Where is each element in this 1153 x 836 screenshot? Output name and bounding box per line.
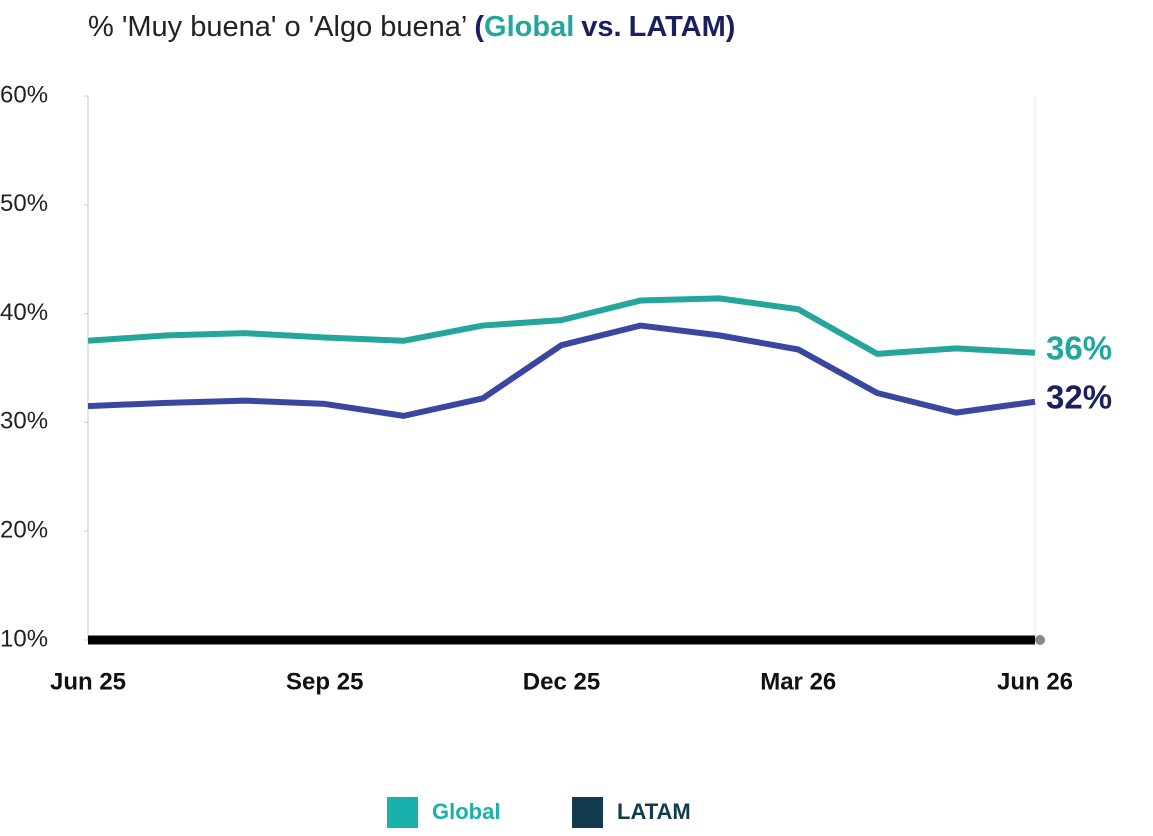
x-tick-label: Jun 25 <box>50 668 126 695</box>
legend-swatch <box>387 797 418 828</box>
title-part: ( <box>474 11 484 43</box>
title-part: LATAM <box>629 11 726 43</box>
title-part: % 'Muy buena' o 'Algo buena’ <box>88 11 467 43</box>
end-label: 36% <box>1046 329 1112 366</box>
axis-end-dot <box>1035 635 1045 645</box>
end-label: 32% <box>1046 378 1112 415</box>
y-tick-label: 30% <box>0 408 48 435</box>
y-tick-label: 50% <box>0 190 48 217</box>
title-part: ) <box>726 11 736 43</box>
series-line <box>87 322 1036 419</box>
x-tick-label: Mar 26 <box>760 668 836 695</box>
y-tick-label: 60% <box>0 81 48 108</box>
y-tick-label: 20% <box>0 517 48 544</box>
legend-swatch <box>572 797 603 828</box>
x-tick-label: Dec 25 <box>523 668 600 695</box>
title-part: vs. <box>581 11 621 43</box>
legend-label: LATAM <box>617 799 691 824</box>
title-part: Global <box>484 11 574 43</box>
chart-title: % 'Muy buena' o 'Algo buena’ (Global vs. LA… <box>88 11 735 43</box>
y-tick-label: 40% <box>0 299 48 326</box>
x-tick-label: Sep 25 <box>286 668 363 695</box>
x-tick-label: Jun 26 <box>997 668 1073 695</box>
legend-label: Global <box>432 799 500 824</box>
series-line <box>87 295 1036 357</box>
y-tick-label: 10% <box>0 625 48 652</box>
